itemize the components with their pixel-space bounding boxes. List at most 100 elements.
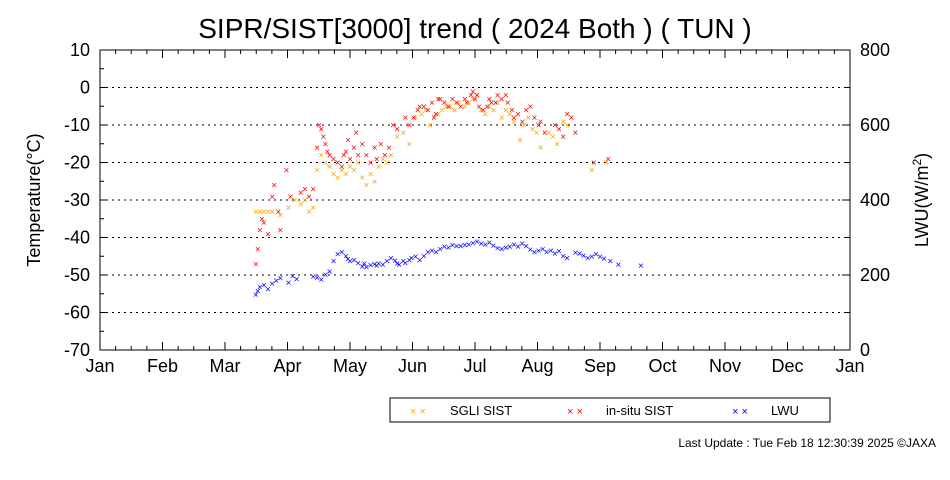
point-sgli-sist: × xyxy=(322,158,328,169)
point-in-situ-sist: × xyxy=(306,192,312,203)
point-sgli-sist: × xyxy=(447,102,453,113)
right-y-axis: 0 200 400 600 800 xyxy=(842,40,890,360)
point-in-situ-sist: × xyxy=(486,94,492,105)
point-lwu: × xyxy=(519,239,525,250)
right-tick-label: 600 xyxy=(860,115,890,135)
point-in-situ-sist: × xyxy=(519,117,525,128)
point-in-situ-sist: × xyxy=(568,113,574,124)
x-tick-label: Feb xyxy=(147,356,178,376)
point-in-situ-sist: × xyxy=(320,132,326,143)
point-in-situ-sist: × xyxy=(265,229,271,240)
point-in-situ-sist: × xyxy=(316,121,322,132)
point-lwu: × xyxy=(589,252,595,263)
point-lwu: × xyxy=(441,242,447,253)
point-lwu: × xyxy=(454,241,460,252)
point-in-situ-sist: × xyxy=(368,158,374,169)
point-sgli-sist: × xyxy=(474,91,480,102)
point-sgli-sist: × xyxy=(292,196,298,207)
point-sgli-sist: × xyxy=(466,98,472,109)
legend-box xyxy=(389,397,831,423)
point-lwu: × xyxy=(286,278,292,289)
x-tick-label: Aug xyxy=(521,356,553,376)
point-sgli-sist: × xyxy=(347,162,353,173)
left-tick-label: -30 xyxy=(64,190,90,210)
left-tick-label: -50 xyxy=(64,265,90,285)
x-tick-label: Jan xyxy=(835,356,864,376)
point-lwu: × xyxy=(503,243,509,254)
point-in-situ-sist: × xyxy=(355,151,361,162)
point-lwu: × xyxy=(482,240,488,251)
point-in-situ-sist: × xyxy=(374,154,380,165)
point-sgli-sist: × xyxy=(435,109,441,120)
point-lwu: × xyxy=(552,249,558,260)
point-lwu: × xyxy=(392,256,398,267)
point-lwu: × xyxy=(290,271,296,282)
point-in-situ-sist: × xyxy=(284,166,290,177)
point-sgli-sist: × xyxy=(589,166,595,177)
point-sgli-sist: × xyxy=(318,151,324,162)
point-lwu: × xyxy=(536,246,542,257)
point-in-situ-sist: × xyxy=(394,124,400,135)
point-sgli-sist: × xyxy=(478,106,484,117)
point-in-situ-sist: × xyxy=(425,106,431,117)
point-sgli-sist: × xyxy=(419,109,425,120)
point-in-situ-sist: × xyxy=(261,218,267,229)
point-lwu: × xyxy=(462,241,468,252)
point-sgli-sist: × xyxy=(603,158,609,169)
point-lwu: × xyxy=(380,260,386,271)
point-sgli-sist: × xyxy=(363,181,369,192)
point-lwu: × xyxy=(585,254,591,265)
point-in-situ-sist: × xyxy=(480,106,486,117)
point-in-situ-sist: × xyxy=(259,214,265,225)
point-lwu: × xyxy=(478,239,484,250)
legend-marker-lwu: × × xyxy=(732,406,748,418)
point-sgli-sist: × xyxy=(499,113,505,124)
point-in-situ-sist: × xyxy=(470,87,476,98)
point-sgli-sist: × xyxy=(355,158,361,169)
point-lwu: × xyxy=(388,254,394,265)
point-sgli-sist: × xyxy=(431,113,437,124)
point-lwu: × xyxy=(402,259,408,270)
point-lwu: × xyxy=(400,257,406,268)
point-in-situ-sist: × xyxy=(433,109,439,120)
point-lwu: × xyxy=(527,245,533,256)
point-in-situ-sist: × xyxy=(411,113,417,124)
point-sgli-sist: × xyxy=(368,169,374,180)
x-axis: Jan Feb Mar Apr May Jun Jul Aug Sep Oct Nov Dec Jan xyxy=(85,50,865,376)
point-in-situ-sist: × xyxy=(435,94,441,105)
point-sgli-sist: × xyxy=(456,98,462,109)
point-in-situ-sist: × xyxy=(476,102,482,113)
point-lwu: × xyxy=(310,272,316,283)
left-tick-label: -40 xyxy=(64,228,90,248)
point-sgli-sist: × xyxy=(265,207,271,218)
chart-title: SIPR/SIST[3000] trend ( 2024 Both ) ( TU… xyxy=(198,13,752,44)
point-in-situ-sist: × xyxy=(390,121,396,132)
point-in-situ-sist: × xyxy=(257,226,263,237)
last-update-footer: Last Update : Tue Feb 18 12:30:39 2025 ©… xyxy=(678,436,936,450)
point-lwu: × xyxy=(499,244,505,255)
right-axis-label-sup: 2 xyxy=(910,159,924,166)
right-axis-label: LWU(W/m2) xyxy=(910,153,932,247)
left-tick-label: -10 xyxy=(64,115,90,135)
right-tick-label: 800 xyxy=(860,40,890,60)
point-sgli-sist: × xyxy=(423,106,429,117)
point-sgli-sist: × xyxy=(257,207,263,218)
point-lwu: × xyxy=(257,283,263,294)
point-in-situ-sist: × xyxy=(275,207,281,218)
point-lwu: × xyxy=(581,251,587,262)
point-in-situ-sist: × xyxy=(363,151,369,162)
point-in-situ-sist: × xyxy=(499,94,505,105)
point-in-situ-sist: × xyxy=(271,181,277,192)
point-lwu: × xyxy=(638,261,644,272)
point-lwu: × xyxy=(255,286,261,297)
point-lwu: × xyxy=(363,262,369,273)
point-in-situ-sist: × xyxy=(511,113,517,124)
point-in-situ-sist: × xyxy=(591,158,597,169)
point-lwu: × xyxy=(372,259,378,270)
point-lwu: × xyxy=(491,241,497,252)
point-lwu: × xyxy=(450,241,456,252)
point-lwu: × xyxy=(376,259,382,270)
point-sgli-sist: × xyxy=(343,169,349,180)
point-sgli-sist: × xyxy=(507,109,513,120)
point-lwu: × xyxy=(470,238,476,249)
